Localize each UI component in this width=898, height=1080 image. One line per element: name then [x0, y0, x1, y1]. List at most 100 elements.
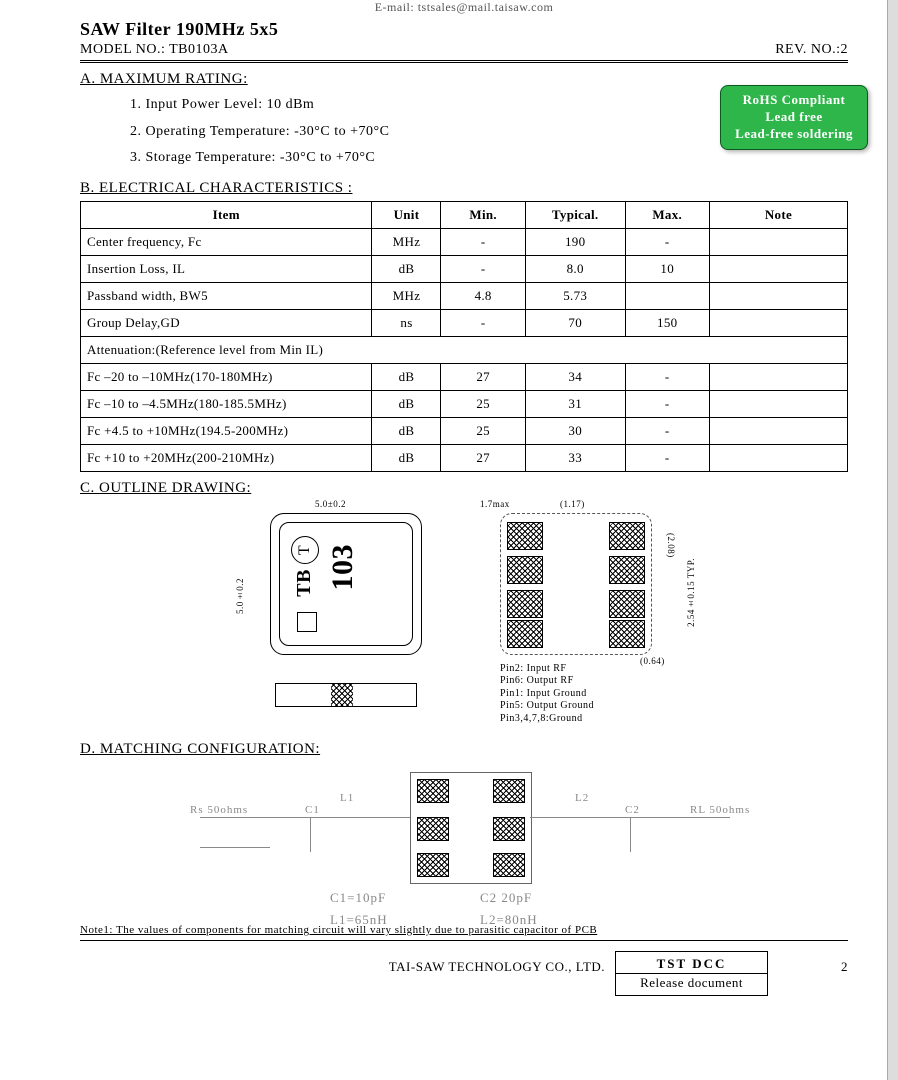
pad-icon	[417, 817, 449, 841]
c1-label: C1	[305, 804, 320, 816]
table-cell: Group Delay,GD	[81, 309, 372, 336]
package-top-view: T 103 TB	[270, 513, 422, 655]
table-cell: MHz	[372, 282, 441, 309]
wire	[630, 817, 631, 852]
col-min: Min.	[441, 201, 525, 228]
table-cell: dB	[372, 255, 441, 282]
t-circle: T	[291, 536, 319, 564]
table-cell: 33	[525, 444, 625, 471]
package-side-view	[275, 683, 417, 707]
l1-label: L1	[340, 792, 354, 804]
table-cell: 10	[625, 255, 709, 282]
dim-thick: 1.7max	[480, 499, 510, 509]
table-cell: 25	[441, 390, 525, 417]
table-cell	[709, 390, 847, 417]
page-number: 2	[768, 951, 848, 975]
table-cell: Fc –20 to –10MHz(170-180MHz)	[81, 363, 372, 390]
table-header-row: Item Unit Min. Typical. Max. Note	[81, 201, 848, 228]
table-cell: 8.0	[525, 255, 625, 282]
table-cell: Center frequency, Fc	[81, 228, 372, 255]
col-max: Max.	[625, 201, 709, 228]
pin-line: Pin2: Input RF	[500, 663, 594, 676]
l2-label: L2	[575, 792, 589, 804]
c2-val: C2 20pF	[480, 890, 532, 906]
table-cell: 150	[625, 309, 709, 336]
c2-label: C2	[625, 804, 640, 816]
table-cell	[709, 228, 847, 255]
box-bot: Release document	[640, 974, 743, 992]
model-no: MODEL NO.: TB0103A	[80, 42, 229, 58]
table-cell: Fc +4.5 to +10MHz(194.5-200MHz)	[81, 417, 372, 444]
section-d-head: D. MATCHING CONFIGURATION:	[80, 741, 848, 758]
table-cell: Passband width, BW5	[81, 282, 372, 309]
rohs-badge: RoHS Compliant Lead free Lead-free solde…	[720, 85, 868, 150]
col-typ: Typical.	[525, 201, 625, 228]
table-cell: Fc +10 to +20MHz(200-210MHz)	[81, 444, 372, 471]
c1-val: C1=10pF	[330, 890, 386, 906]
header-email: E-mail: tstsales@mail.taisaw.com	[80, 0, 848, 15]
rohs-line2: Lead free	[735, 109, 853, 126]
dim-padw: (1.17)	[560, 499, 585, 509]
table-cell: Fc –10 to –4.5MHz(180-185.5MHz)	[81, 390, 372, 417]
table-cell: 27	[441, 363, 525, 390]
table-cell	[709, 282, 847, 309]
marking-tb: TB	[293, 569, 316, 597]
table-cell: MHz	[372, 228, 441, 255]
chip-outline	[410, 772, 532, 884]
rohs-line3: Lead-free soldering	[735, 126, 853, 143]
table-cell: -	[441, 228, 525, 255]
pin-list: Pin2: Input RF Pin6: Output RF Pin1: Inp…	[500, 663, 594, 726]
table-cell: -	[625, 228, 709, 255]
box-top: TST DCC	[640, 955, 743, 973]
l2-val: L2=80nH	[480, 912, 538, 928]
pad-icon	[609, 556, 645, 584]
rohs-line1: RoHS Compliant	[735, 92, 853, 109]
table-cell: dB	[372, 444, 441, 471]
table-cell: Insertion Loss, IL	[81, 255, 372, 282]
table-cell: 25	[441, 417, 525, 444]
pad-icon	[609, 620, 645, 648]
rev-no: REV. NO.:2	[775, 42, 848, 58]
pad-icon	[609, 590, 645, 618]
table-cell: 190	[525, 228, 625, 255]
table-cell	[709, 417, 847, 444]
table-cell: dB	[372, 417, 441, 444]
dim-width: 5.0±0.2	[315, 499, 346, 509]
att-head-row: Attenuation:(Reference level from Min IL…	[81, 336, 848, 363]
table-cell	[709, 363, 847, 390]
footer: TAI-SAW TECHNOLOGY CO., LTD. TST DCC Rel…	[80, 951, 848, 996]
table-cell: 31	[525, 390, 625, 417]
datasheet-page: E-mail: tstsales@mail.taisaw.com SAW Fil…	[0, 0, 898, 1006]
note1: Note1: The values of components for matc…	[80, 924, 848, 936]
wire	[200, 847, 270, 848]
l1-val: L1=65nH	[330, 912, 388, 928]
table-row: Center frequency, FcMHz-190-	[81, 228, 848, 255]
table-cell: -	[441, 255, 525, 282]
pin-line: Pin3,4,7,8:Ground	[500, 713, 594, 726]
table-cell: 5.73	[525, 282, 625, 309]
att-head: Attenuation:(Reference level from Min IL…	[81, 336, 848, 363]
pad-icon	[493, 853, 525, 877]
col-item: Item	[81, 201, 372, 228]
pin-line: Pin1: Input Ground	[500, 688, 594, 701]
rl-label: RL 50ohms	[690, 804, 750, 816]
footer-rule	[80, 940, 848, 941]
dim-padh: (2.08)	[666, 533, 676, 558]
table-cell	[709, 309, 847, 336]
title: SAW Filter 190MHz 5x5	[80, 19, 848, 40]
pad-icon	[507, 522, 543, 550]
model-row: MODEL NO.: TB0103A REV. NO.:2	[80, 42, 848, 63]
table-row: Passband width, BW5MHz4.85.73	[81, 282, 848, 309]
table-cell	[709, 255, 847, 282]
pin1-marker-icon	[297, 612, 317, 632]
table-cell: -	[625, 363, 709, 390]
table-cell	[625, 282, 709, 309]
dim-edge: (0.64)	[640, 656, 665, 666]
table-cell	[709, 444, 847, 471]
pad-icon	[493, 817, 525, 841]
pin-line: Pin5: Output Ground	[500, 700, 594, 713]
table-row: Fc +10 to +20MHz(200-210MHz)dB2733-	[81, 444, 848, 471]
release-box: TST DCC Release document	[615, 951, 768, 996]
table-cell: 34	[525, 363, 625, 390]
marking-103: 103	[326, 544, 360, 591]
